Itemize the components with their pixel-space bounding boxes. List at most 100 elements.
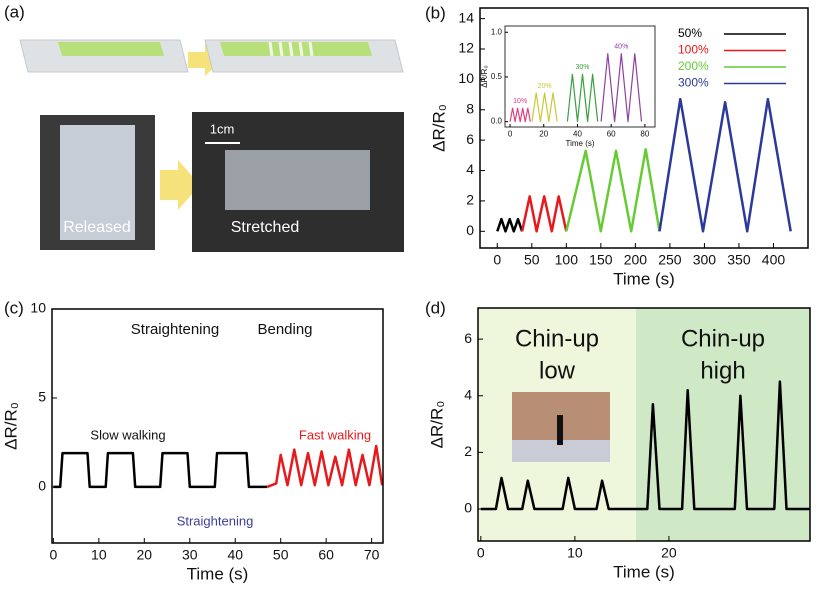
panel-label: (b) [425, 3, 446, 22]
y-tick-label: 6 [466, 131, 474, 147]
scale-label: 1cm [210, 121, 235, 136]
y-tick-label: 2 [466, 192, 474, 208]
y-axis-title: ΔR/R₀ [1, 402, 20, 450]
line [520, 195, 568, 233]
y-tick-label: 14 [458, 9, 474, 25]
photo-label: Released [63, 219, 131, 236]
region-label: Chin-up [515, 325, 599, 352]
panel-label: (d) [425, 298, 446, 317]
region-label: high [700, 357, 745, 384]
annotation: Straightening [131, 321, 219, 338]
legend-label: 50% [678, 26, 702, 40]
y-tick-label: 0 [466, 222, 474, 238]
x-tick-label: 200 [624, 251, 648, 267]
y-tick-label: 0 [38, 478, 46, 494]
x-tick-label: 50 [524, 251, 540, 267]
panel-label: (a) [4, 2, 25, 21]
x-tick-label: 10 [567, 544, 583, 560]
photo-collar [512, 440, 610, 462]
panel-label: (c) [4, 298, 24, 317]
charts: 0 50 100 150 200 250 300 350 40002468101214Time … [1, 3, 811, 583]
line [53, 451, 268, 489]
x-tick-label: 20 [137, 546, 153, 562]
y-tick-label: 0 [464, 500, 472, 516]
line [566, 73, 599, 123]
x-tick-label: 0 [493, 251, 501, 267]
x-tick-label: 60 [607, 129, 616, 138]
x-tick-label: 20 [539, 129, 548, 138]
x-axis-title: Time (s) [613, 562, 675, 581]
line [565, 148, 661, 233]
series-label: 20% [538, 83, 552, 90]
series-label: 40% [614, 44, 628, 51]
annotation: Straightening [177, 513, 254, 528]
photo-sample [60, 125, 135, 240]
x-axis-title: Time (s) [187, 564, 249, 583]
series-label: 10% [513, 98, 527, 105]
legend-label: 300% [678, 76, 709, 90]
x-axis-title: Time (s) [565, 139, 594, 148]
y-tick-label: 12 [458, 40, 474, 56]
y-tick-label: 1.0 [491, 27, 503, 36]
x-tick-label: 350 [727, 251, 751, 267]
arrow [160, 160, 200, 210]
line [509, 107, 531, 123]
panel-d-decor [512, 392, 610, 462]
plot-frame [51, 308, 384, 544]
plot-area [52, 309, 383, 543]
x-tick-label: 0 [49, 546, 57, 562]
plot-area [505, 26, 655, 127]
annotation: Bending [257, 321, 312, 338]
line [266, 444, 384, 489]
line [658, 97, 792, 233]
plot-frame [479, 7, 809, 249]
x-tick-label: 70 [364, 546, 380, 562]
y-tick-label: 10 [458, 70, 474, 86]
x-tick-label: 10 [91, 546, 107, 562]
x-tick-label: 250 [658, 251, 682, 267]
x-tick-label: 20 [661, 544, 677, 560]
annotation: Fast walking [299, 427, 371, 442]
series-label: 30% [576, 64, 590, 71]
legend-label: 100% [678, 43, 709, 57]
x-tick-label: 80 [640, 129, 649, 138]
panel-a: (a) 1cm Released Stretched [4, 2, 404, 252]
line [531, 92, 558, 123]
sensor-strip [58, 42, 164, 56]
photo-sensor [557, 415, 563, 445]
x-tick-label: 150 [589, 251, 613, 267]
annotation: Slow walking [90, 427, 165, 442]
y-tick-label: 4 [466, 161, 474, 177]
x-tick-label: 300 [693, 251, 717, 267]
y-tick-label: 4 [464, 386, 472, 402]
chart: 0 20 40 60 80 0.0 0.5 1.0 10% 20% 30% 40% Time (s) ΔR… [480, 25, 656, 148]
y-tick-label: 2 [464, 443, 472, 459]
plot-frame [504, 25, 656, 128]
x-tick-label: 40 [227, 546, 243, 562]
line [496, 217, 524, 233]
x-axis-title: Time (s) [613, 269, 675, 288]
region-label: Chin-up [681, 325, 765, 352]
y-tick-label: 0.5 [491, 72, 503, 81]
y-axis-title: ΔR/R₀ [427, 401, 446, 449]
sensor-strip [220, 42, 372, 56]
x-tick-label: 0 [477, 544, 485, 560]
x-tick-label: 400 [762, 251, 786, 267]
chart: Chin-up low Chin-up high 0 10 20 0 2 4 6 Time (s) ΔR… [425, 298, 811, 581]
photo-sample [225, 150, 370, 210]
y-axis-title: ΔR/R₀ [429, 104, 448, 152]
y-tick-label: 5 [38, 389, 46, 405]
plot-frame [477, 307, 811, 542]
y-tick-label: 10 [30, 300, 46, 316]
x-tick-label: 0 [508, 129, 513, 138]
region-label: low [539, 357, 576, 384]
x-tick-label: 40 [573, 129, 582, 138]
y-tick-label: 6 [464, 330, 472, 346]
x-tick-label: 30 [182, 546, 198, 562]
x-tick-label: 50 [273, 546, 289, 562]
photo-label: Stretched [231, 219, 299, 236]
stretched-lines [268, 41, 314, 57]
y-axis-title: ΔR/R₀ [480, 65, 489, 87]
line [480, 380, 810, 511]
